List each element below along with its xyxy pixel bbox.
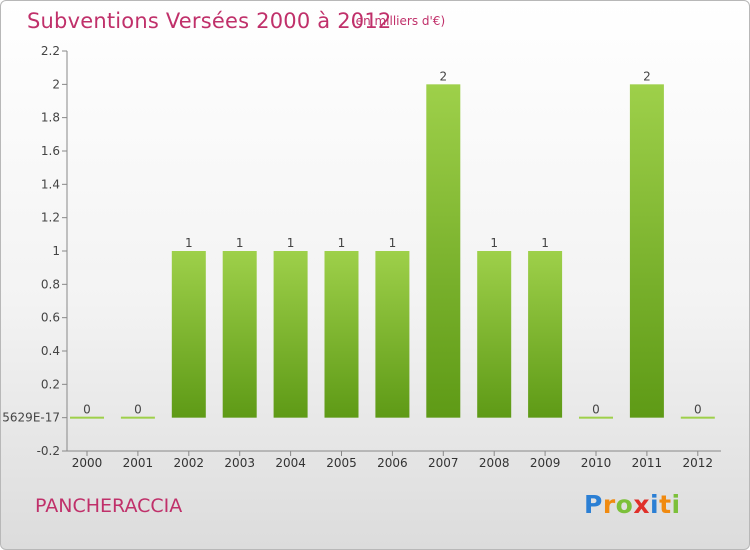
bar — [426, 84, 461, 418]
bar — [273, 251, 308, 418]
y-tick-label: 0.6 — [41, 311, 60, 325]
x-tick-label: 2009 — [530, 456, 561, 470]
data-label: 0 — [83, 403, 91, 417]
y-tick-label: 2.2 — [41, 44, 60, 58]
bar — [222, 251, 257, 418]
data-label: 1 — [287, 236, 295, 250]
data-label: 2 — [643, 69, 651, 83]
y-tick-label: 1.6 — [41, 144, 60, 158]
bar — [528, 251, 563, 418]
x-tick-label: 2012 — [683, 456, 714, 470]
data-label: 1 — [541, 236, 549, 250]
bar — [629, 84, 664, 418]
bar — [477, 251, 512, 418]
data-label: 1 — [236, 236, 244, 250]
bar — [324, 251, 359, 418]
x-tick-label: 2002 — [174, 456, 205, 470]
logo-letter: r — [602, 490, 616, 519]
commune-name: PANCHERACCIA — [35, 495, 183, 517]
y-tick-label: 1.2 — [41, 211, 60, 225]
data-label: 0 — [134, 403, 142, 417]
chart-subtitle: (en milliers d'€) — [351, 14, 446, 28]
data-label: 1 — [490, 236, 498, 250]
logo-letter: x — [633, 490, 650, 519]
x-tick-label: 2010 — [581, 456, 612, 470]
bar — [579, 416, 613, 419]
y-tick-label: 1.4 — [41, 177, 60, 191]
x-tick-label: 2004 — [275, 456, 306, 470]
data-label: 0 — [694, 403, 702, 417]
logo-letter: P — [584, 490, 603, 519]
data-label: 2 — [439, 69, 447, 83]
y-tick-label: 1 — [52, 244, 60, 258]
data-label: 1 — [185, 236, 193, 250]
y-tick-label: -0.2 — [37, 444, 60, 458]
y-tick-label: 0.2 — [41, 377, 60, 391]
logo-letter: i — [650, 490, 660, 519]
data-label: 1 — [389, 236, 397, 250]
bar — [70, 416, 104, 419]
y-tick-label: 0.8 — [41, 277, 60, 291]
bar — [120, 416, 155, 419]
y-tick-label: 2 — [52, 77, 60, 91]
x-tick-label: 2006 — [377, 456, 408, 470]
x-tick-label: 2001 — [123, 456, 154, 470]
x-tick-label: 2008 — [479, 456, 510, 470]
plot-area: -0.2 -1.5629E-17 0.2 0.4 0.6 0.8 1 1.2 1.4 1.6 1.8… — [1, 44, 721, 470]
data-label: 1 — [338, 236, 346, 250]
logo-letter: i — [671, 490, 681, 519]
bar — [375, 251, 410, 418]
x-tick-label: 2003 — [224, 456, 255, 470]
logo-letter: t — [659, 490, 672, 519]
x-tick-label: 2000 — [72, 456, 103, 470]
y-tick-label: 1.8 — [41, 111, 60, 125]
data-label: 0 — [592, 403, 600, 417]
y-tick-label: -1.5629E-17 — [1, 411, 60, 425]
logo-letter: o — [615, 490, 634, 519]
bar — [680, 416, 715, 419]
chart-title: Subventions Versées 2000 à 2012 — [27, 9, 392, 33]
x-tick-label: 2007 — [428, 456, 459, 470]
x-tick-label: 2005 — [326, 456, 357, 470]
x-tick-label: 2011 — [632, 456, 663, 470]
proxiti-logo[interactable]: Proxiti — [584, 490, 681, 519]
bar — [171, 251, 206, 418]
y-tick-label: 0.4 — [41, 344, 60, 358]
